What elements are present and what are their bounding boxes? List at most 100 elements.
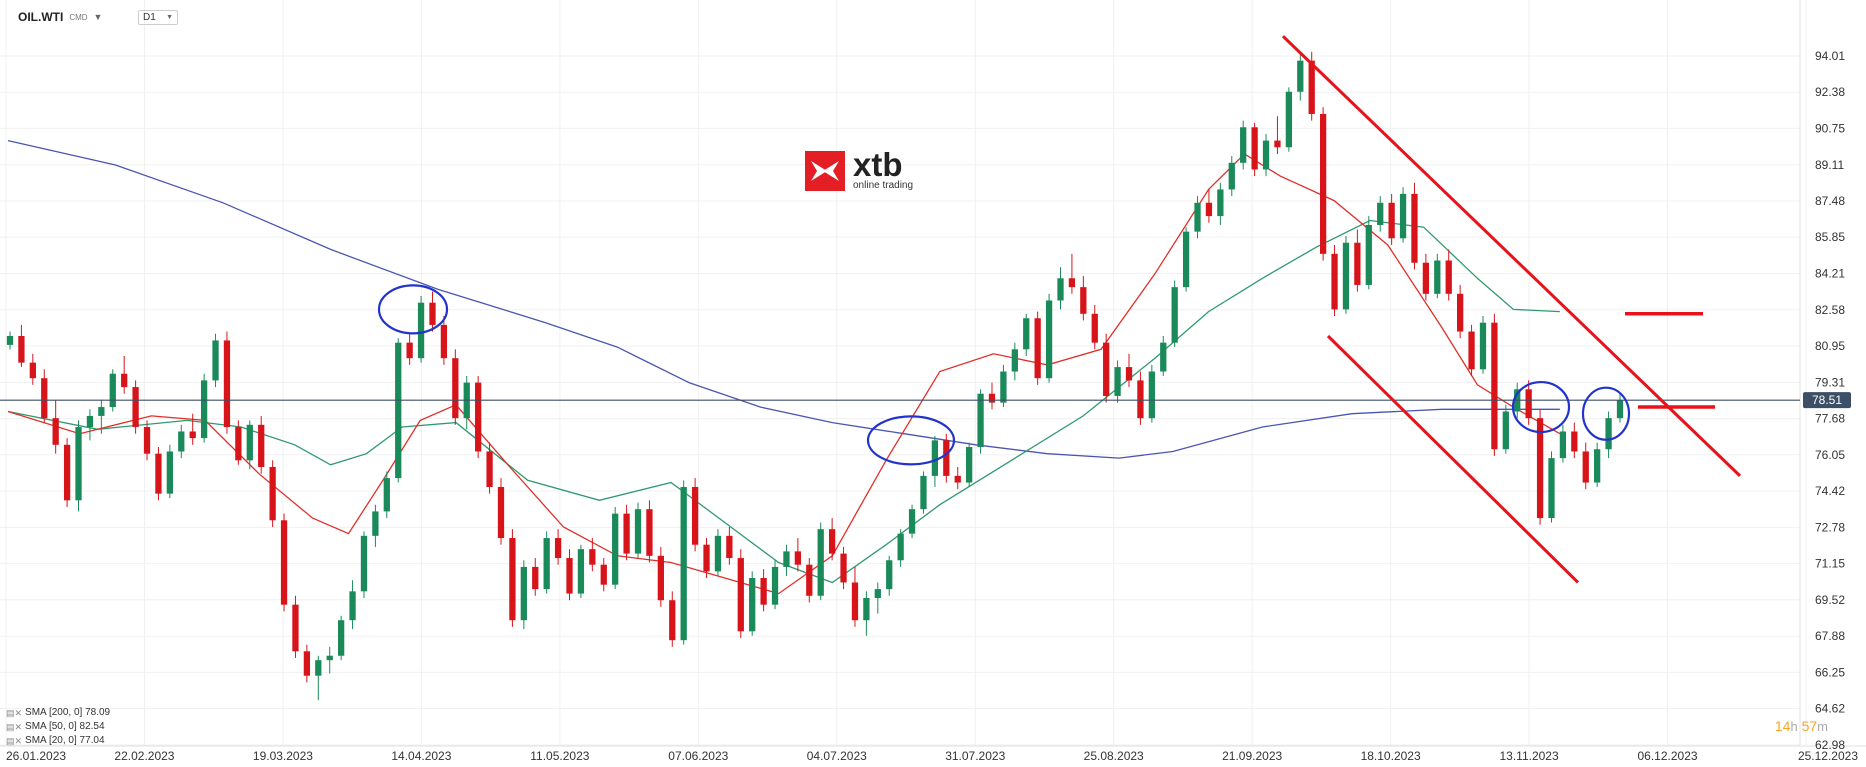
- candle-body: [212, 340, 219, 381]
- timer-minutes-unit: m: [1817, 719, 1828, 734]
- y-tick-label: 67.88: [1815, 629, 1845, 643]
- candle-body: [509, 538, 516, 621]
- candle-body: [121, 373, 128, 388]
- candle-body: [966, 447, 973, 483]
- candle-body: [303, 651, 311, 676]
- y-tick-label: 76.05: [1815, 448, 1845, 462]
- candle-body: [486, 451, 493, 487]
- candle-body: [908, 509, 916, 534]
- candle-body: [1616, 400, 1624, 419]
- x-tick-label: 06.12.2023: [1638, 749, 1698, 763]
- candle-body: [497, 486, 505, 539]
- y-tick-label: 77.68: [1815, 412, 1845, 426]
- candle-body: [1034, 318, 1041, 379]
- candle-body: [1228, 162, 1235, 190]
- candle-body: [977, 393, 984, 448]
- candle-body: [1571, 431, 1578, 452]
- highlight-circle: [1511, 380, 1571, 434]
- candle-body: [52, 418, 59, 445]
- candle-body: [554, 538, 562, 559]
- candle-body: [258, 424, 265, 468]
- candle-body: [600, 564, 607, 585]
- indicator-settings-icon[interactable]: ▤✕: [6, 736, 23, 746]
- candle-body: [1000, 371, 1007, 403]
- candle-body: [783, 551, 790, 567]
- candle-body: [931, 440, 939, 476]
- candle-body: [1605, 418, 1612, 450]
- candle-body: [1354, 242, 1361, 285]
- candle-body: [680, 486, 687, 641]
- x-tick-label: 07.06.2023: [668, 749, 728, 763]
- candle-body: [817, 529, 824, 596]
- x-tick-label: 13.11.2023: [1499, 749, 1558, 763]
- candle-body: [806, 564, 813, 596]
- candle-body: [897, 533, 904, 561]
- candle-body: [246, 424, 253, 461]
- candle-body: [1308, 60, 1315, 114]
- y-tick-label: 82.58: [1815, 303, 1845, 317]
- timeframe-select[interactable]: D1 ▼: [138, 10, 178, 25]
- candle-body: [1479, 322, 1487, 370]
- y-tick-label: 71.15: [1815, 557, 1845, 571]
- candle-body: [863, 598, 870, 621]
- candle-body: [1468, 331, 1475, 370]
- candle-body: [520, 566, 527, 621]
- candle-body: [828, 529, 836, 554]
- candle-body: [726, 535, 733, 559]
- y-tick-label: 94.01: [1815, 49, 1845, 63]
- candle-body: [143, 427, 151, 454]
- candle-body: [760, 578, 767, 605]
- candle-body: [1045, 300, 1053, 379]
- trend-line-lower: [1326, 334, 1580, 584]
- candle-body: [360, 535, 368, 592]
- timer-minutes: 57: [1801, 718, 1818, 734]
- indicator-settings-icon[interactable]: ▤✕: [6, 708, 23, 718]
- timer-hours-unit: h: [1790, 719, 1798, 734]
- symbol-name[interactable]: OIL.WTI: [18, 10, 64, 24]
- candle-body: [1262, 140, 1270, 170]
- logo-word: xtb: [853, 146, 903, 183]
- candle-body: [1205, 202, 1213, 217]
- candle-countdown: 14h 57m: [1775, 718, 1828, 734]
- legend-item[interactable]: ▤✕ SMA [200, 0] 78.09: [6, 706, 110, 720]
- candle-body: [1285, 91, 1293, 148]
- legend-item[interactable]: ▤✕ SMA [20, 0] 77.04: [6, 734, 110, 748]
- candle-body: [1125, 367, 1133, 381]
- candle-body: [6, 335, 14, 345]
- horizontal-gridlines: [0, 55, 1800, 746]
- candle-body: [1023, 318, 1030, 350]
- y-tick-label: 84.21: [1815, 267, 1845, 281]
- candle-body: [280, 520, 288, 605]
- y-tick-label: 87.48: [1815, 194, 1845, 208]
- x-tick-label: 25.08.2023: [1084, 749, 1144, 763]
- timeframe-value: D1: [143, 12, 156, 23]
- x-tick-label: 22.02.2023: [114, 749, 174, 763]
- trend-line-upper: [1281, 35, 1742, 477]
- highlight-circle: [866, 415, 956, 466]
- candle-body: [1548, 458, 1555, 519]
- candle-body: [737, 558, 744, 632]
- y-tick-label: 66.25: [1815, 665, 1845, 679]
- candle-body: [452, 358, 459, 419]
- candle-body: [1194, 202, 1201, 232]
- indicator-settings-icon[interactable]: ▤✕: [6, 722, 23, 732]
- chevron-down-icon[interactable]: ▼: [93, 12, 103, 22]
- candle-body: [1297, 60, 1304, 92]
- sma-line: [7, 219, 1560, 584]
- candle-body: [1445, 260, 1452, 294]
- legend-item[interactable]: ▤✕ SMA [50, 0] 82.54: [6, 720, 110, 734]
- xtb-logo: xtb online trading: [805, 146, 913, 191]
- y-tick-label: 85.85: [1815, 230, 1845, 244]
- candle-body: [269, 467, 276, 521]
- symbol-header[interactable]: OIL.WTI CMD ▼: [18, 10, 102, 24]
- timer-hours: 14: [1774, 718, 1791, 734]
- annotations: [0, 35, 1800, 584]
- price-tag: 78.51: [1803, 392, 1851, 409]
- candle-body: [646, 509, 653, 556]
- candle-body: [75, 427, 82, 501]
- candle-body: [1434, 260, 1441, 294]
- candle-body: [1114, 367, 1121, 396]
- candle-body: [1171, 287, 1178, 343]
- y-tick-label: 74.42: [1815, 484, 1845, 498]
